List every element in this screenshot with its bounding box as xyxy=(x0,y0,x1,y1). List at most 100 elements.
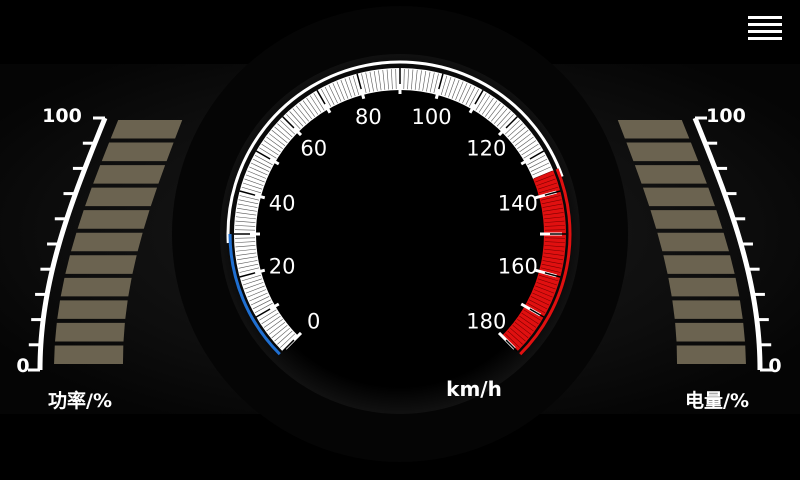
hamburger-menu-icon[interactable] xyxy=(746,14,784,46)
gauge-segment xyxy=(657,232,729,252)
minor-tick xyxy=(235,229,256,231)
minor-tick xyxy=(440,75,448,96)
minor-tick xyxy=(538,274,559,282)
gauge-segment xyxy=(675,322,745,342)
minor-tick xyxy=(455,81,464,101)
gauge-segment xyxy=(668,277,740,297)
minor-tick xyxy=(340,79,349,99)
minor-tick xyxy=(429,72,435,93)
minor-tick xyxy=(507,330,523,345)
battery-gauge xyxy=(617,116,772,372)
minor-tick xyxy=(236,256,257,261)
minor-tick xyxy=(369,71,374,92)
minor-tick xyxy=(238,199,259,205)
minor-tick xyxy=(537,278,558,286)
red-zone-band xyxy=(501,170,566,352)
major-tick-mark xyxy=(474,89,484,105)
minor-tick xyxy=(517,136,534,150)
gauge-segment xyxy=(110,120,183,139)
minor-tick xyxy=(328,84,338,104)
battery-max-label: 100 xyxy=(706,105,746,127)
minor-tick xyxy=(481,97,494,115)
minor-tick xyxy=(244,178,264,186)
minor-tick xyxy=(514,322,532,335)
minor-tick xyxy=(236,207,257,212)
minor-tick xyxy=(523,309,541,321)
minor-tick xyxy=(348,76,356,97)
minor-tick xyxy=(235,237,256,239)
minor-tick xyxy=(336,81,345,101)
speed-tick-label: 180 xyxy=(466,309,506,333)
power-gauge xyxy=(28,116,183,372)
minor-tick xyxy=(242,278,263,286)
speed-tick-label: 0 xyxy=(307,309,320,333)
minor-tick xyxy=(504,120,520,135)
major-tick-mark xyxy=(356,73,362,90)
minor-tick xyxy=(289,111,304,127)
minor-tick xyxy=(530,162,550,172)
gauge-segment xyxy=(676,345,746,364)
speed-tick-label: 140 xyxy=(498,191,538,215)
minor-tick xyxy=(529,299,548,310)
minor-tick xyxy=(484,100,498,117)
minor-tick xyxy=(254,155,273,166)
minor-tick xyxy=(536,178,556,186)
major-tick-mark xyxy=(255,150,271,160)
minor-tick xyxy=(507,123,523,138)
power-label: 功率/% xyxy=(48,389,112,412)
gauge-segment xyxy=(101,142,174,162)
gauge-segment xyxy=(93,165,166,184)
minor-tick xyxy=(245,174,265,183)
minor-tick xyxy=(544,229,565,231)
minor-tick xyxy=(332,83,342,102)
minor-tick xyxy=(306,97,319,115)
major-tick-mark xyxy=(255,308,271,318)
minor-tick xyxy=(458,83,468,102)
speed-tick-label: 160 xyxy=(498,255,538,279)
minor-tick xyxy=(407,69,409,90)
minor-tick xyxy=(250,162,270,172)
minor-tick xyxy=(510,126,526,141)
minor-tick xyxy=(411,69,414,90)
minor-tick xyxy=(491,105,505,122)
minor-tick xyxy=(543,256,564,261)
minor-tick xyxy=(239,195,260,201)
minor-tick xyxy=(529,158,548,169)
minor-tick xyxy=(496,111,511,127)
minor-tick xyxy=(361,73,367,94)
minor-tick xyxy=(286,114,301,130)
gauge-segment xyxy=(85,187,158,207)
speedometer-zones xyxy=(226,60,572,356)
battery-label: 电量/% xyxy=(685,389,749,412)
minor-tick xyxy=(514,133,532,146)
speed-tick-label: 20 xyxy=(269,255,296,279)
minor-tick xyxy=(510,327,526,342)
minor-tick xyxy=(451,79,460,99)
major-tick-mark xyxy=(544,190,561,196)
minor-tick xyxy=(241,274,262,282)
minor-tick xyxy=(433,73,439,94)
minor-tick xyxy=(236,252,257,256)
red-zone-arc xyxy=(519,168,572,356)
minor-tick xyxy=(544,245,565,248)
minor-tick xyxy=(542,203,563,208)
major-tick-mark xyxy=(529,308,545,318)
minor-tick xyxy=(444,76,452,97)
major-tick-mark xyxy=(316,89,326,105)
gauge-segment xyxy=(60,277,132,297)
minor-tick xyxy=(292,108,307,124)
minor-tick xyxy=(414,69,418,90)
major-tick-mark xyxy=(438,73,444,90)
minor-tick xyxy=(309,95,322,113)
minor-tick xyxy=(280,333,296,348)
speed-tick-label: 60 xyxy=(300,137,327,161)
minor-tick xyxy=(324,86,335,105)
minor-tick xyxy=(462,84,472,104)
scale-band xyxy=(234,68,554,352)
minor-tick xyxy=(373,70,378,91)
gauge-segment xyxy=(55,322,125,342)
minor-tick xyxy=(249,166,268,176)
minor-tick xyxy=(277,123,293,138)
